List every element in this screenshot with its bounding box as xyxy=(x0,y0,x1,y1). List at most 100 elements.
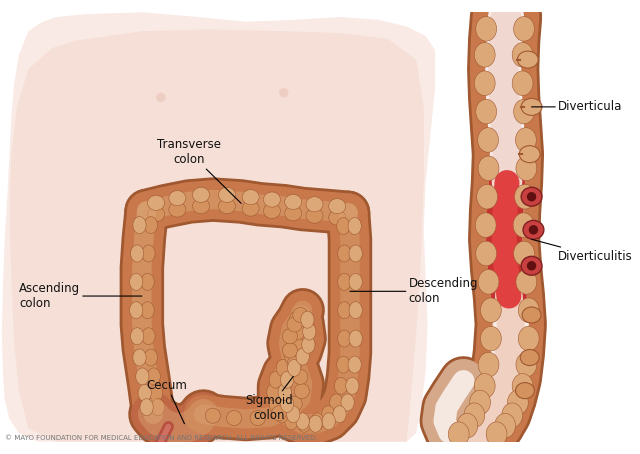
Ellipse shape xyxy=(338,273,351,291)
Text: Ascending
colon: Ascending colon xyxy=(19,282,142,310)
Ellipse shape xyxy=(218,198,236,214)
Ellipse shape xyxy=(275,406,289,423)
Ellipse shape xyxy=(267,384,280,400)
Ellipse shape xyxy=(516,270,537,294)
Ellipse shape xyxy=(242,190,259,205)
Ellipse shape xyxy=(250,410,266,426)
Ellipse shape xyxy=(517,51,538,68)
Ellipse shape xyxy=(478,352,499,377)
Ellipse shape xyxy=(218,187,236,202)
Ellipse shape xyxy=(131,245,144,262)
Text: Descending
colon: Descending colon xyxy=(350,277,478,306)
Ellipse shape xyxy=(292,370,308,385)
Ellipse shape xyxy=(516,156,537,181)
Polygon shape xyxy=(10,30,424,442)
Ellipse shape xyxy=(449,422,469,446)
Ellipse shape xyxy=(269,371,282,388)
Ellipse shape xyxy=(287,360,301,376)
Ellipse shape xyxy=(264,203,280,218)
Ellipse shape xyxy=(294,384,309,399)
Ellipse shape xyxy=(521,99,542,115)
Ellipse shape xyxy=(276,360,289,376)
Ellipse shape xyxy=(282,343,298,358)
Ellipse shape xyxy=(349,330,362,347)
Ellipse shape xyxy=(476,241,497,266)
Ellipse shape xyxy=(464,403,484,428)
Ellipse shape xyxy=(291,323,305,340)
Ellipse shape xyxy=(349,273,362,291)
Ellipse shape xyxy=(298,415,310,432)
Ellipse shape xyxy=(303,323,316,340)
Ellipse shape xyxy=(346,377,359,395)
Ellipse shape xyxy=(515,383,534,399)
Ellipse shape xyxy=(287,396,302,411)
Text: Diverticula: Diverticula xyxy=(532,100,623,114)
Ellipse shape xyxy=(508,390,528,415)
Ellipse shape xyxy=(348,217,362,235)
Ellipse shape xyxy=(285,348,298,365)
Ellipse shape xyxy=(287,317,302,332)
Ellipse shape xyxy=(477,184,497,209)
Ellipse shape xyxy=(287,356,302,371)
Ellipse shape xyxy=(520,350,539,365)
Ellipse shape xyxy=(321,406,335,423)
Ellipse shape xyxy=(481,326,501,351)
Circle shape xyxy=(527,192,536,202)
Ellipse shape xyxy=(523,220,544,239)
Ellipse shape xyxy=(282,329,298,344)
Ellipse shape xyxy=(512,43,533,67)
Ellipse shape xyxy=(333,406,346,423)
Ellipse shape xyxy=(129,273,143,291)
Ellipse shape xyxy=(521,187,542,206)
Polygon shape xyxy=(2,12,435,442)
Ellipse shape xyxy=(337,217,350,235)
Circle shape xyxy=(527,261,536,271)
Ellipse shape xyxy=(348,356,362,373)
Ellipse shape xyxy=(292,307,308,322)
Ellipse shape xyxy=(516,352,537,377)
Ellipse shape xyxy=(301,311,314,328)
Text: © MAYO FOUNDATION FOR MEDICAL EDUCATION AND RESEARCH. ALL RIGHTS RESERVED.: © MAYO FOUNDATION FOR MEDICAL EDUCATION … xyxy=(4,435,317,441)
Ellipse shape xyxy=(457,413,477,438)
Ellipse shape xyxy=(285,194,301,209)
Ellipse shape xyxy=(341,394,354,411)
Ellipse shape xyxy=(280,395,294,412)
Ellipse shape xyxy=(474,374,495,398)
Ellipse shape xyxy=(513,213,534,237)
Ellipse shape xyxy=(518,326,539,351)
Ellipse shape xyxy=(136,368,149,385)
Ellipse shape xyxy=(138,385,151,401)
Ellipse shape xyxy=(514,99,534,124)
Ellipse shape xyxy=(306,197,323,212)
Ellipse shape xyxy=(169,202,186,217)
Ellipse shape xyxy=(285,206,301,221)
Ellipse shape xyxy=(338,330,351,347)
Ellipse shape xyxy=(269,395,282,412)
Ellipse shape xyxy=(514,241,534,266)
Ellipse shape xyxy=(264,192,280,207)
Ellipse shape xyxy=(296,348,309,365)
Ellipse shape xyxy=(131,328,144,345)
Ellipse shape xyxy=(476,99,497,124)
Ellipse shape xyxy=(486,422,507,446)
Ellipse shape xyxy=(140,399,153,416)
Ellipse shape xyxy=(329,210,346,225)
Ellipse shape xyxy=(474,71,495,95)
Circle shape xyxy=(156,93,166,102)
Ellipse shape xyxy=(515,184,535,209)
Ellipse shape xyxy=(478,156,499,181)
Ellipse shape xyxy=(133,217,146,234)
Ellipse shape xyxy=(289,311,303,328)
Text: Diverticulitis: Diverticulitis xyxy=(532,239,633,263)
Ellipse shape xyxy=(301,336,315,353)
Ellipse shape xyxy=(278,384,291,400)
Ellipse shape xyxy=(141,273,154,291)
Ellipse shape xyxy=(338,302,351,319)
Ellipse shape xyxy=(271,406,287,421)
Ellipse shape xyxy=(144,349,157,366)
Ellipse shape xyxy=(476,16,497,41)
Text: Transverse
colon: Transverse colon xyxy=(157,138,241,203)
Ellipse shape xyxy=(148,207,164,222)
Ellipse shape xyxy=(477,128,499,152)
Ellipse shape xyxy=(147,368,161,385)
